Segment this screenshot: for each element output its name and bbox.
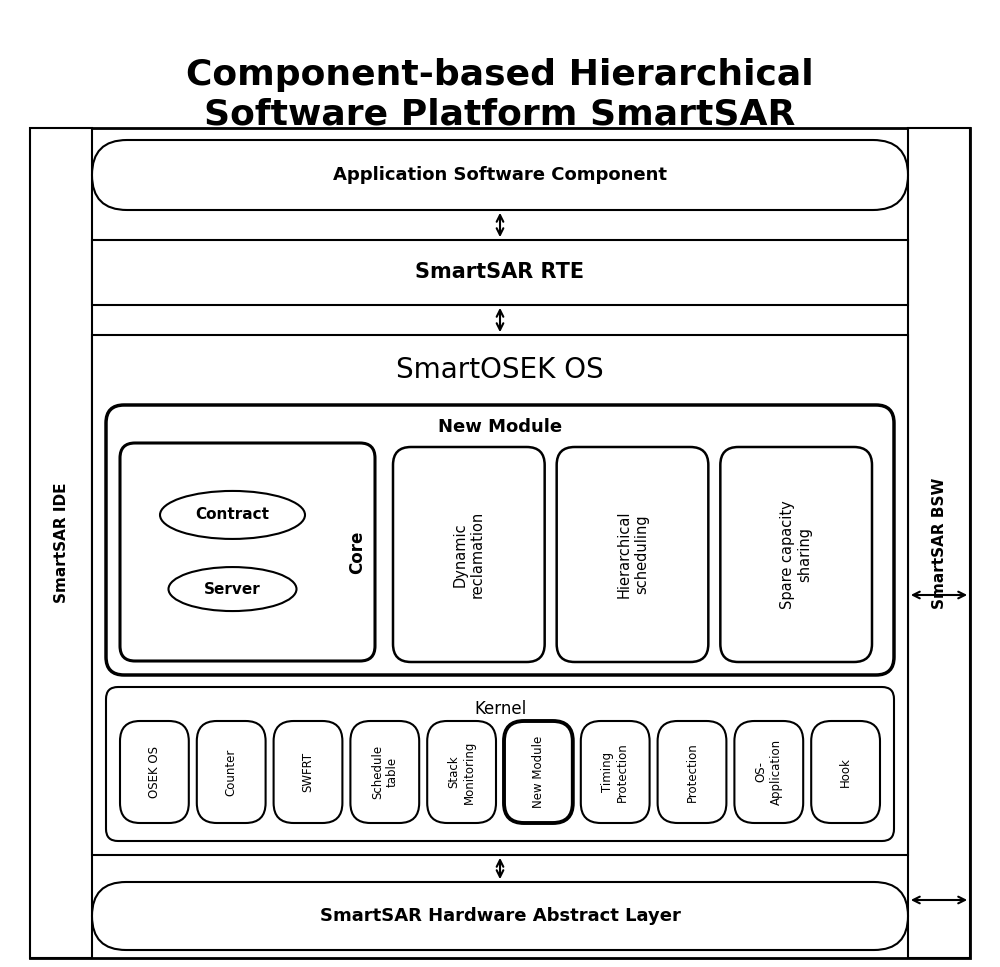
FancyBboxPatch shape: [92, 140, 908, 210]
Text: Counter: Counter: [225, 748, 238, 796]
Text: Spare capacity
sharing: Spare capacity sharing: [780, 500, 812, 609]
FancyBboxPatch shape: [106, 687, 894, 841]
FancyBboxPatch shape: [274, 721, 342, 823]
Text: Core: Core: [348, 530, 366, 573]
FancyBboxPatch shape: [734, 721, 803, 823]
FancyBboxPatch shape: [197, 721, 266, 823]
FancyBboxPatch shape: [581, 721, 650, 823]
FancyBboxPatch shape: [106, 405, 894, 675]
Ellipse shape: [168, 567, 296, 611]
Text: SmartSAR Hardware Abstract Layer: SmartSAR Hardware Abstract Layer: [320, 907, 680, 925]
Text: Stack
Monitoring: Stack Monitoring: [448, 741, 476, 804]
FancyBboxPatch shape: [120, 443, 375, 661]
Text: Kernel: Kernel: [474, 700, 526, 718]
Bar: [92, 240, 908, 305]
Text: SmartSAR BSW: SmartSAR BSW: [932, 478, 946, 608]
Text: Component-based Hierarchical
Software Platform SmartSAR: Component-based Hierarchical Software Pl…: [186, 58, 814, 132]
Text: OSEK OS: OSEK OS: [148, 746, 161, 798]
Text: Protection: Protection: [686, 742, 698, 802]
Text: New Module: New Module: [532, 736, 545, 808]
Ellipse shape: [160, 491, 305, 539]
Text: SmartSAR RTE: SmartSAR RTE: [415, 262, 585, 282]
FancyBboxPatch shape: [350, 721, 419, 823]
Bar: [92, 335, 908, 855]
Text: Application Software Component: Application Software Component: [333, 166, 667, 184]
Text: Hierarchical
scheduling: Hierarchical scheduling: [616, 511, 649, 599]
FancyBboxPatch shape: [393, 447, 545, 662]
Bar: [30, 128, 92, 958]
FancyBboxPatch shape: [720, 447, 872, 662]
FancyBboxPatch shape: [811, 721, 880, 823]
Text: Schedule
table: Schedule table: [371, 745, 399, 799]
Text: OS-
Application: OS- Application: [755, 739, 783, 806]
Text: SWFRT: SWFRT: [302, 752, 314, 792]
FancyBboxPatch shape: [557, 447, 708, 662]
Text: New Module: New Module: [438, 418, 562, 436]
Text: SmartOSEK OS: SmartOSEK OS: [396, 356, 604, 384]
FancyBboxPatch shape: [120, 721, 189, 823]
Text: SmartSAR IDE: SmartSAR IDE: [54, 483, 68, 603]
Bar: [908, 128, 970, 958]
FancyBboxPatch shape: [92, 882, 908, 950]
Bar: [30, 128, 970, 958]
FancyBboxPatch shape: [658, 721, 726, 823]
Text: Hook: Hook: [839, 757, 852, 787]
FancyBboxPatch shape: [427, 721, 496, 823]
Text: Dynamic
reclamation: Dynamic reclamation: [453, 511, 485, 599]
Text: Server: Server: [204, 581, 261, 597]
FancyBboxPatch shape: [504, 721, 573, 823]
Text: Contract: Contract: [196, 508, 270, 522]
Text: Timing
Protection: Timing Protection: [601, 742, 629, 802]
